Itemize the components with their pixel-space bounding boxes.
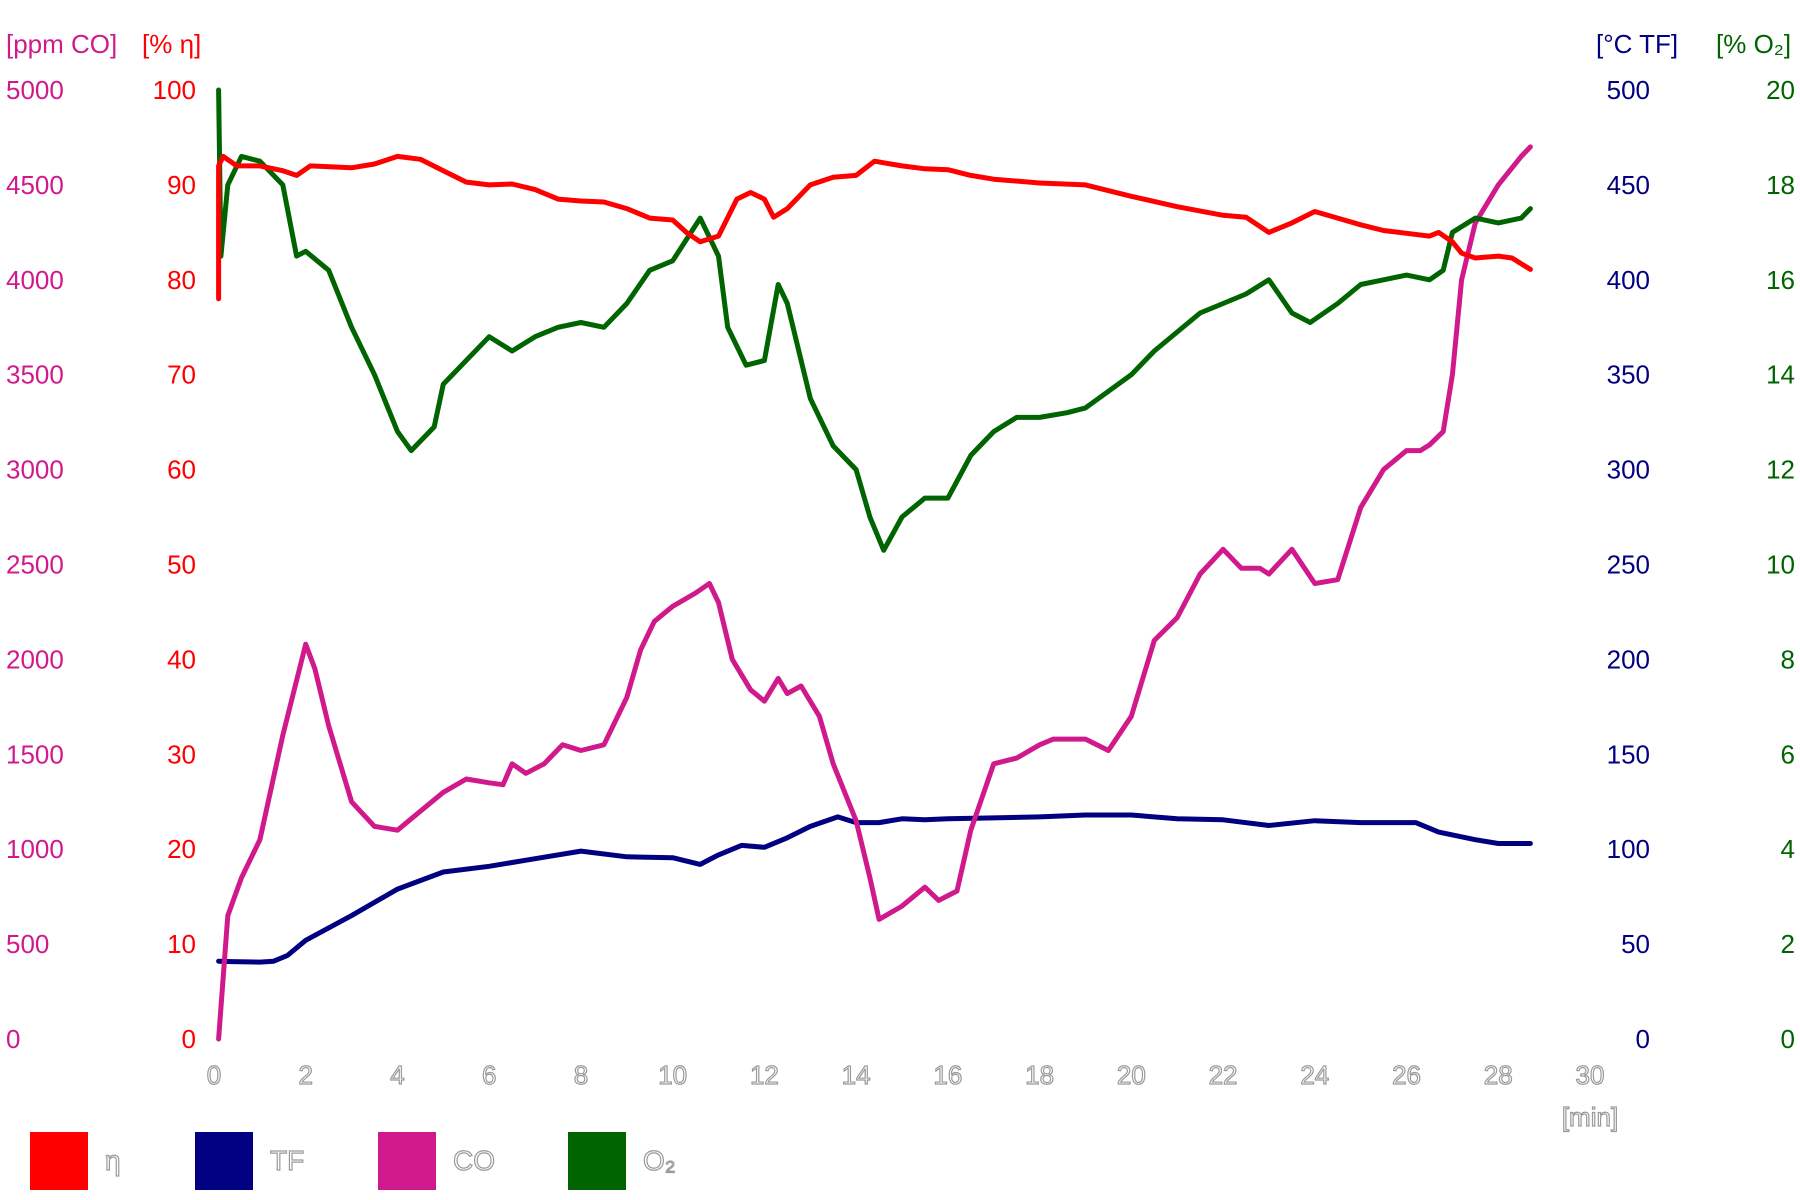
series-group: [216, 87, 1533, 1042]
x-tick-label: 26: [1392, 1060, 1421, 1090]
co-axis-ticks: 0 500 1000 1500 2000 2500 3000 3500 4000 4500 5000: [6, 75, 64, 1054]
legend-swatch: [30, 1132, 88, 1190]
x-tick-label: 20: [1117, 1060, 1146, 1090]
x-tick-label: 18: [1025, 1060, 1054, 1090]
series-line-tf: [216, 812, 1533, 965]
o2-tick-label: 0: [1781, 1024, 1795, 1054]
legend-label: η: [105, 1145, 121, 1176]
x-tick-label: 30: [1576, 1060, 1605, 1090]
tf-tick-label: 400: [1607, 265, 1650, 295]
o2-tick-label: 4: [1781, 834, 1795, 864]
x-tick-label: 10: [658, 1060, 687, 1090]
tf-tick-label: 150: [1607, 739, 1650, 769]
o2-tick-label: 16: [1766, 265, 1795, 295]
tf-tick-label: 50: [1621, 929, 1650, 959]
x-tick-label: 16: [933, 1060, 962, 1090]
tf-tick-label: 450: [1607, 170, 1650, 200]
co-axis-unit: [ppm CO]: [6, 29, 117, 59]
x-axis-ticks: 0 2 4 6 8 10 12 14 16 18 20 22 24 26 28 30: [206, 1059, 1605, 1090]
co-tick-label: 4500: [6, 170, 64, 200]
o2-axis-ticks: 0 2 4 6 8 10 12 14 16 18 20: [1766, 75, 1795, 1054]
co-tick-label: 2500: [6, 550, 64, 580]
eta-tick-label: 90: [167, 170, 196, 200]
o2-axis-unit: [% O₂]: [1716, 29, 1791, 59]
co-tick-label: 5000: [6, 75, 64, 105]
x-tick-label: 8: [574, 1060, 588, 1090]
o2-tick-label: 6: [1781, 739, 1795, 769]
tf-tick-label: 300: [1607, 455, 1650, 485]
tf-tick-label: 500: [1607, 75, 1650, 105]
x-tick-label: 24: [1300, 1060, 1329, 1090]
series-line-o2: [216, 87, 1533, 553]
tf-tick-label: 0: [1636, 1024, 1650, 1054]
legend-swatch: [195, 1132, 253, 1190]
legend-label: O₂: [643, 1145, 676, 1176]
co-tick-label: 4000: [6, 265, 64, 295]
tf-axis-ticks: 0 50 100 150 200 250 300 350 400 450 500: [1607, 75, 1650, 1054]
eta-tick-label: 70: [167, 360, 196, 390]
co-tick-label: 3500: [6, 360, 64, 390]
eta-tick-label: 40: [167, 644, 196, 674]
co-tick-label: 2000: [6, 644, 64, 674]
tf-tick-label: 200: [1607, 644, 1650, 674]
co-tick-label: 1500: [6, 739, 64, 769]
legend: η TF CO O₂: [30, 1132, 676, 1190]
x-tick-label: 12: [750, 1060, 779, 1090]
eta-tick-label: 10: [167, 929, 196, 959]
x-tick-label: 2: [298, 1060, 312, 1090]
legend-swatch: [568, 1132, 626, 1190]
eta-axis-ticks: 0 10 20 30 40 50 60 70 80 90 100: [153, 75, 196, 1054]
x-tick-label: 22: [1209, 1060, 1238, 1090]
x-axis-unit: [min]: [1562, 1102, 1618, 1132]
o2-tick-label: 10: [1766, 550, 1795, 580]
o2-tick-label: 2: [1781, 929, 1795, 959]
co-tick-label: 3000: [6, 455, 64, 485]
o2-tick-label: 14: [1766, 360, 1795, 390]
x-tick-label: 0: [207, 1060, 221, 1090]
series-line-eta: [216, 153, 1533, 302]
co-tick-label: 500: [6, 929, 49, 959]
x-tick-label: 4: [390, 1060, 404, 1090]
tf-tick-label: 250: [1607, 550, 1650, 580]
o2-tick-label: 12: [1766, 455, 1795, 485]
x-tick-label: 28: [1484, 1060, 1513, 1090]
tf-axis-unit: [°C TF]: [1596, 29, 1678, 59]
o2-tick-label: 8: [1781, 644, 1795, 674]
eta-tick-label: 0: [182, 1024, 196, 1054]
eta-tick-label: 30: [167, 739, 196, 769]
eta-axis-unit: [% η]: [142, 29, 201, 59]
o2-tick-label: 20: [1766, 75, 1795, 105]
legend-label: CO: [453, 1145, 495, 1176]
eta-tick-label: 60: [167, 455, 196, 485]
eta-tick-label: 50: [167, 550, 196, 580]
co-tick-label: 1000: [6, 834, 64, 864]
legend-label: TF: [270, 1145, 304, 1176]
co-tick-label: 0: [6, 1024, 20, 1054]
eta-tick-label: 80: [167, 265, 196, 295]
tf-tick-label: 100: [1607, 834, 1650, 864]
x-tick-label: 6: [482, 1060, 496, 1090]
legend-swatch: [378, 1132, 436, 1190]
eta-tick-label: 100: [153, 75, 196, 105]
eta-tick-label: 20: [167, 834, 196, 864]
series-line-co: [216, 144, 1533, 1042]
tf-tick-label: 350: [1607, 360, 1650, 390]
o2-tick-label: 18: [1766, 170, 1795, 200]
x-tick-label: 14: [842, 1060, 871, 1090]
